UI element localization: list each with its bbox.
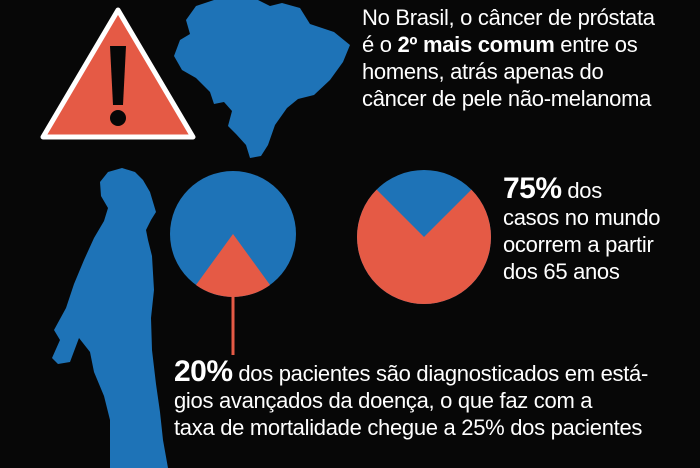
pie-chart-20 — [170, 171, 296, 298]
brazil-map-icon — [174, 0, 350, 158]
brasil-line-1: No Brasil, o câncer de próstata — [362, 5, 655, 30]
stat-20-line-1: 20% dos pacientes são diagnosticados em … — [174, 355, 648, 388]
stat-20-percent: 20% — [174, 355, 233, 388]
brasil-line-4: câncer de pele não-melanoma — [362, 86, 652, 111]
brasil-highlight: 2º mais comum — [397, 32, 555, 57]
stat-75-text: 75% dos casos no mundo ocorrem a partir … — [503, 172, 661, 285]
brasil-line-2: é o 2º mais comum entre os — [362, 32, 638, 57]
stat-20-line-2: gios avançados da doença, o que faz com … — [174, 388, 593, 413]
stat-75-line-3: ocorrem a partir — [503, 232, 654, 257]
stat-20-text: 20% dos pacientes são diagnosticados em … — [174, 355, 648, 441]
warning-icon — [40, 7, 196, 140]
stat-20-line-3: taxa de mortalidade chegue a 25% dos pac… — [174, 415, 643, 440]
stat-75-percent: 75% — [503, 172, 562, 205]
stat-75-line-2: casos no mundo — [503, 205, 661, 230]
stat-75-line-4: dos 65 anos — [503, 259, 620, 284]
stat-75-line-1: 75% dos — [503, 172, 602, 205]
pie-20-slice — [195, 234, 271, 298]
man-silhouette-icon — [52, 168, 168, 468]
pie-chart-75 — [357, 170, 491, 304]
brasil-text: No Brasil, o câncer de próstata é o 2º m… — [362, 4, 655, 112]
brasil-line-3: homens, atrás apenas do — [362, 59, 604, 84]
pie-75-slice — [357, 189, 491, 304]
